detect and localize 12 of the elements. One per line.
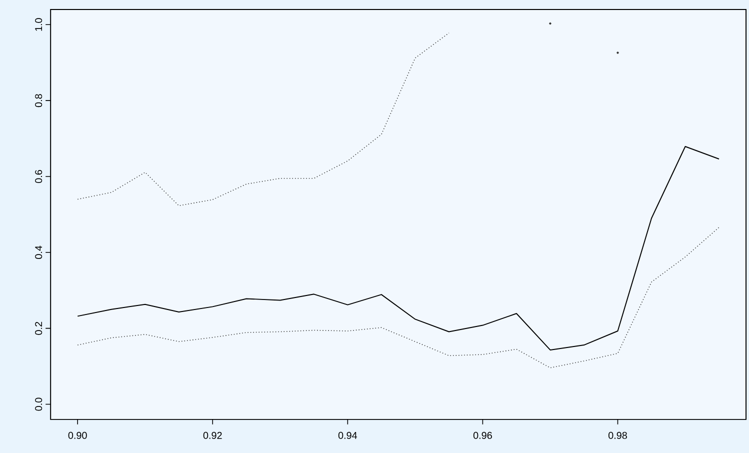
y-tick-label: 1.0	[35, 18, 42, 31]
y-tick-label: 0.4	[35, 246, 42, 259]
x-tick-label: 0.98	[608, 432, 627, 439]
y-tick-label: 0.8	[35, 94, 42, 107]
y-tick-label: 0.6	[35, 170, 42, 183]
x-tick-label: 0.92	[203, 432, 222, 439]
line-series	[77, 146, 720, 350]
x-tick-label: 0.94	[338, 432, 358, 439]
y-tick-label: 0.2	[35, 322, 42, 335]
x-tick-label: 0.96	[473, 432, 492, 439]
x-tick-label: 0.90	[68, 432, 87, 439]
y-tick-label: 0.0	[35, 398, 42, 411]
